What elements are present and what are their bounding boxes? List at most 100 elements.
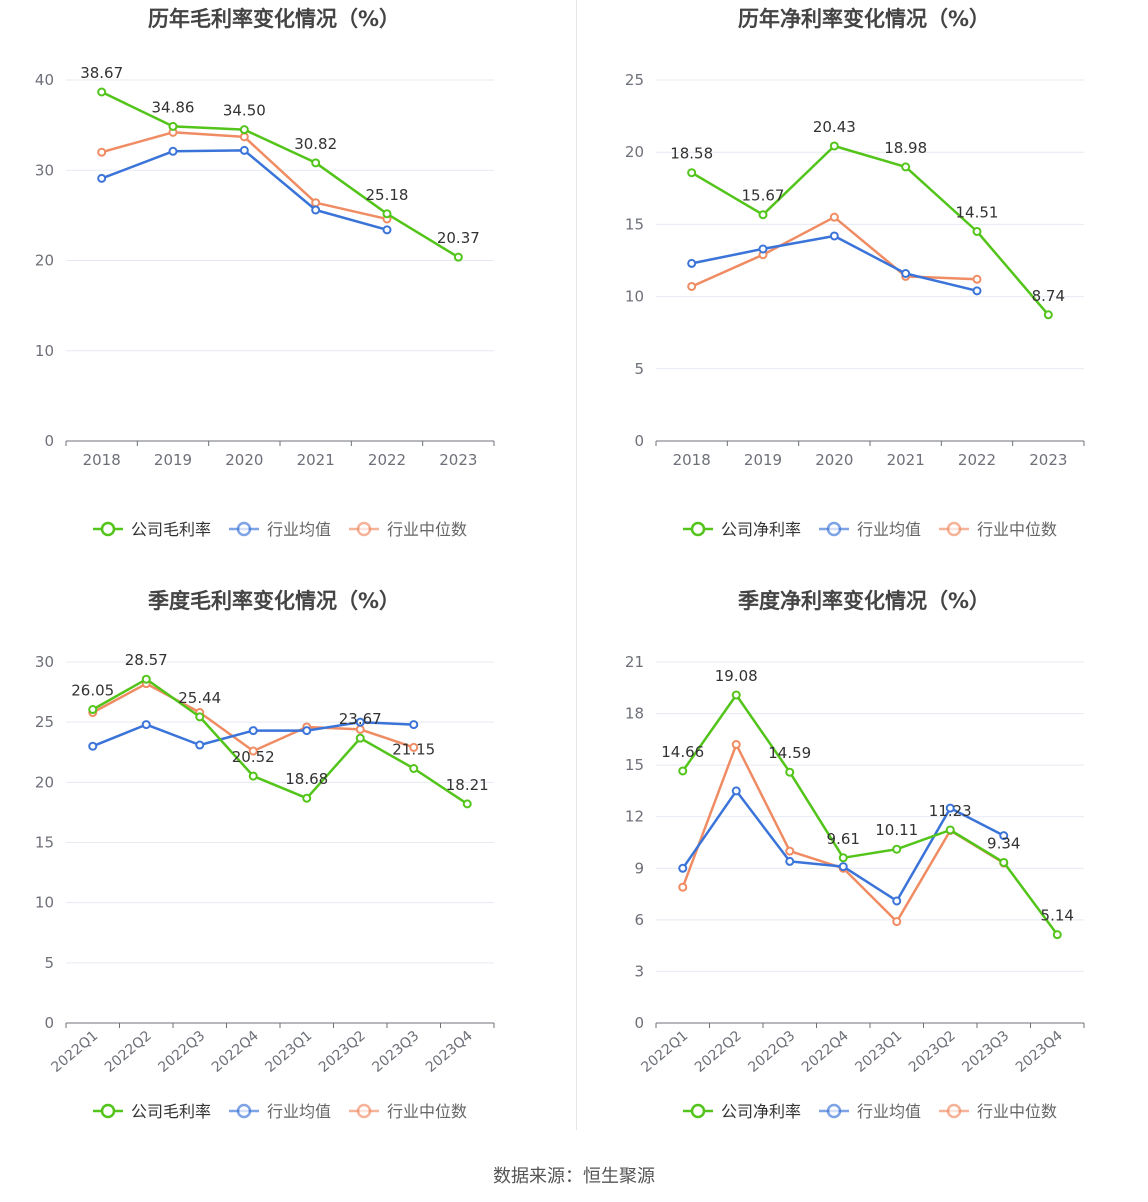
x-tick-label: 2023Q1 — [262, 1028, 315, 1076]
legend-label: 行业中位数 — [387, 1102, 467, 1121]
y-tick-label: 30 — [35, 161, 54, 179]
data-point — [382, 225, 392, 235]
x-tick-label: 2019 — [154, 451, 192, 469]
x-tick-label: 2023Q3 — [959, 1028, 1012, 1076]
data-point — [972, 226, 982, 236]
legend-marker — [356, 1103, 372, 1119]
x-tick-label: 2022Q3 — [155, 1028, 208, 1076]
data-point — [239, 132, 249, 142]
y-tick-label: 18 — [625, 705, 644, 723]
legend-marker — [690, 1103, 706, 1119]
x-tick-label: 2020 — [815, 451, 853, 469]
series-line — [101, 90, 459, 259]
x-tick-label: 2022 — [958, 451, 996, 469]
y-tick-label: 10 — [35, 894, 54, 912]
data-point — [687, 258, 697, 268]
data-point — [141, 720, 151, 730]
y-tick-label: 25 — [625, 71, 644, 89]
y-tick-label: 15 — [625, 756, 644, 774]
data-point — [195, 740, 205, 750]
legend-label: 行业中位数 — [977, 520, 1057, 539]
data-point — [355, 733, 365, 743]
data-label: 28.57 — [125, 651, 168, 669]
legend-label: 行业中位数 — [387, 520, 467, 539]
series-line — [691, 234, 978, 293]
data-point — [97, 173, 107, 183]
data-point — [1052, 930, 1062, 940]
data-point — [829, 212, 839, 222]
data-label: 18.68 — [285, 770, 328, 788]
legend-marker — [826, 521, 842, 537]
data-point — [311, 158, 321, 168]
series-line — [101, 149, 388, 232]
data-point — [168, 146, 178, 156]
data-label: 8.74 — [1032, 287, 1065, 305]
data-point — [785, 767, 795, 777]
data-point — [88, 741, 98, 751]
data-point — [311, 205, 321, 215]
x-tick-label: 2023Q1 — [852, 1028, 905, 1076]
legend-marker — [946, 1103, 962, 1119]
data-point — [758, 210, 768, 220]
legend-label: 行业中位数 — [977, 1102, 1057, 1121]
y-tick-label: 0 — [634, 1014, 644, 1032]
chart-annual-gross-margin-svg: 历年毛利率变化情况（%） 0 10 20 30 40 2018 2019 2020 2021 202… — [35, 7, 495, 539]
data-point — [409, 720, 419, 730]
data-point — [901, 268, 911, 278]
data-point — [239, 145, 249, 155]
y-tick-label: 10 — [35, 342, 54, 360]
legend-label: 公司毛利率 — [131, 1102, 211, 1121]
series-line — [691, 215, 978, 288]
legend-label: 行业均值 — [857, 1102, 921, 1121]
y-tick-label: 0 — [44, 1014, 54, 1032]
data-label: 25.18 — [366, 186, 409, 204]
data-point — [829, 141, 839, 151]
y-tick-label: 0 — [44, 432, 54, 450]
data-label: 25.44 — [178, 689, 221, 707]
y-tick-label: 20 — [35, 252, 54, 270]
legend-marker — [100, 1103, 116, 1119]
y-tick-label: 0 — [634, 432, 644, 450]
data-point — [972, 274, 982, 284]
series-line — [691, 144, 1050, 316]
data-label: 20.52 — [232, 748, 275, 766]
y-tick-label: 15 — [35, 834, 54, 852]
data-point — [239, 125, 249, 135]
y-tick-label: 9 — [634, 859, 644, 877]
x-tick-label: 2022Q4 — [209, 1028, 262, 1076]
y-tick-label: 5 — [44, 954, 54, 972]
x-tick-label: 2023Q2 — [906, 1028, 959, 1076]
data-point — [999, 857, 1009, 867]
legend-marker — [690, 521, 706, 537]
data-label: 19.08 — [715, 667, 758, 685]
legend-marker — [236, 1103, 252, 1119]
y-tick-label: 12 — [625, 808, 644, 826]
data-point — [248, 726, 258, 736]
x-tick-label: 2019 — [744, 451, 782, 469]
data-label: 30.82 — [294, 135, 337, 153]
legend-marker — [356, 521, 372, 537]
x-tick-label: 2020 — [225, 451, 263, 469]
data-point — [355, 717, 365, 727]
data-label: 14.66 — [661, 743, 704, 761]
data-label: 18.98 — [884, 139, 927, 157]
data-point — [311, 198, 321, 208]
data-point — [999, 831, 1009, 841]
chart-annual-gross-margin: 历年毛利率变化情况（%） 0 10 20 30 40 2018 2019 2020 2021 202… — [0, 0, 574, 582]
y-tick-label: 5 — [634, 360, 644, 378]
data-label: 18.58 — [670, 145, 713, 163]
x-tick-label: 2023Q4 — [423, 1028, 476, 1076]
data-point — [829, 231, 839, 241]
series-line — [92, 677, 468, 805]
x-tick-label: 2018 — [673, 451, 711, 469]
data-label: 15.67 — [742, 187, 785, 205]
legend-label: 公司净利率 — [721, 1102, 801, 1121]
data-point — [785, 856, 795, 866]
chart-quarterly-net-margin: 季度净利率变化情况（%） 0 3 6 9 12 15 18 21 2022Q1 2022Q2 2022… — [590, 582, 1148, 1164]
data-label: 34.50 — [223, 102, 266, 120]
data-label: 26.05 — [71, 682, 114, 700]
data-point — [88, 705, 98, 715]
x-tick-label: 2023 — [439, 451, 477, 469]
